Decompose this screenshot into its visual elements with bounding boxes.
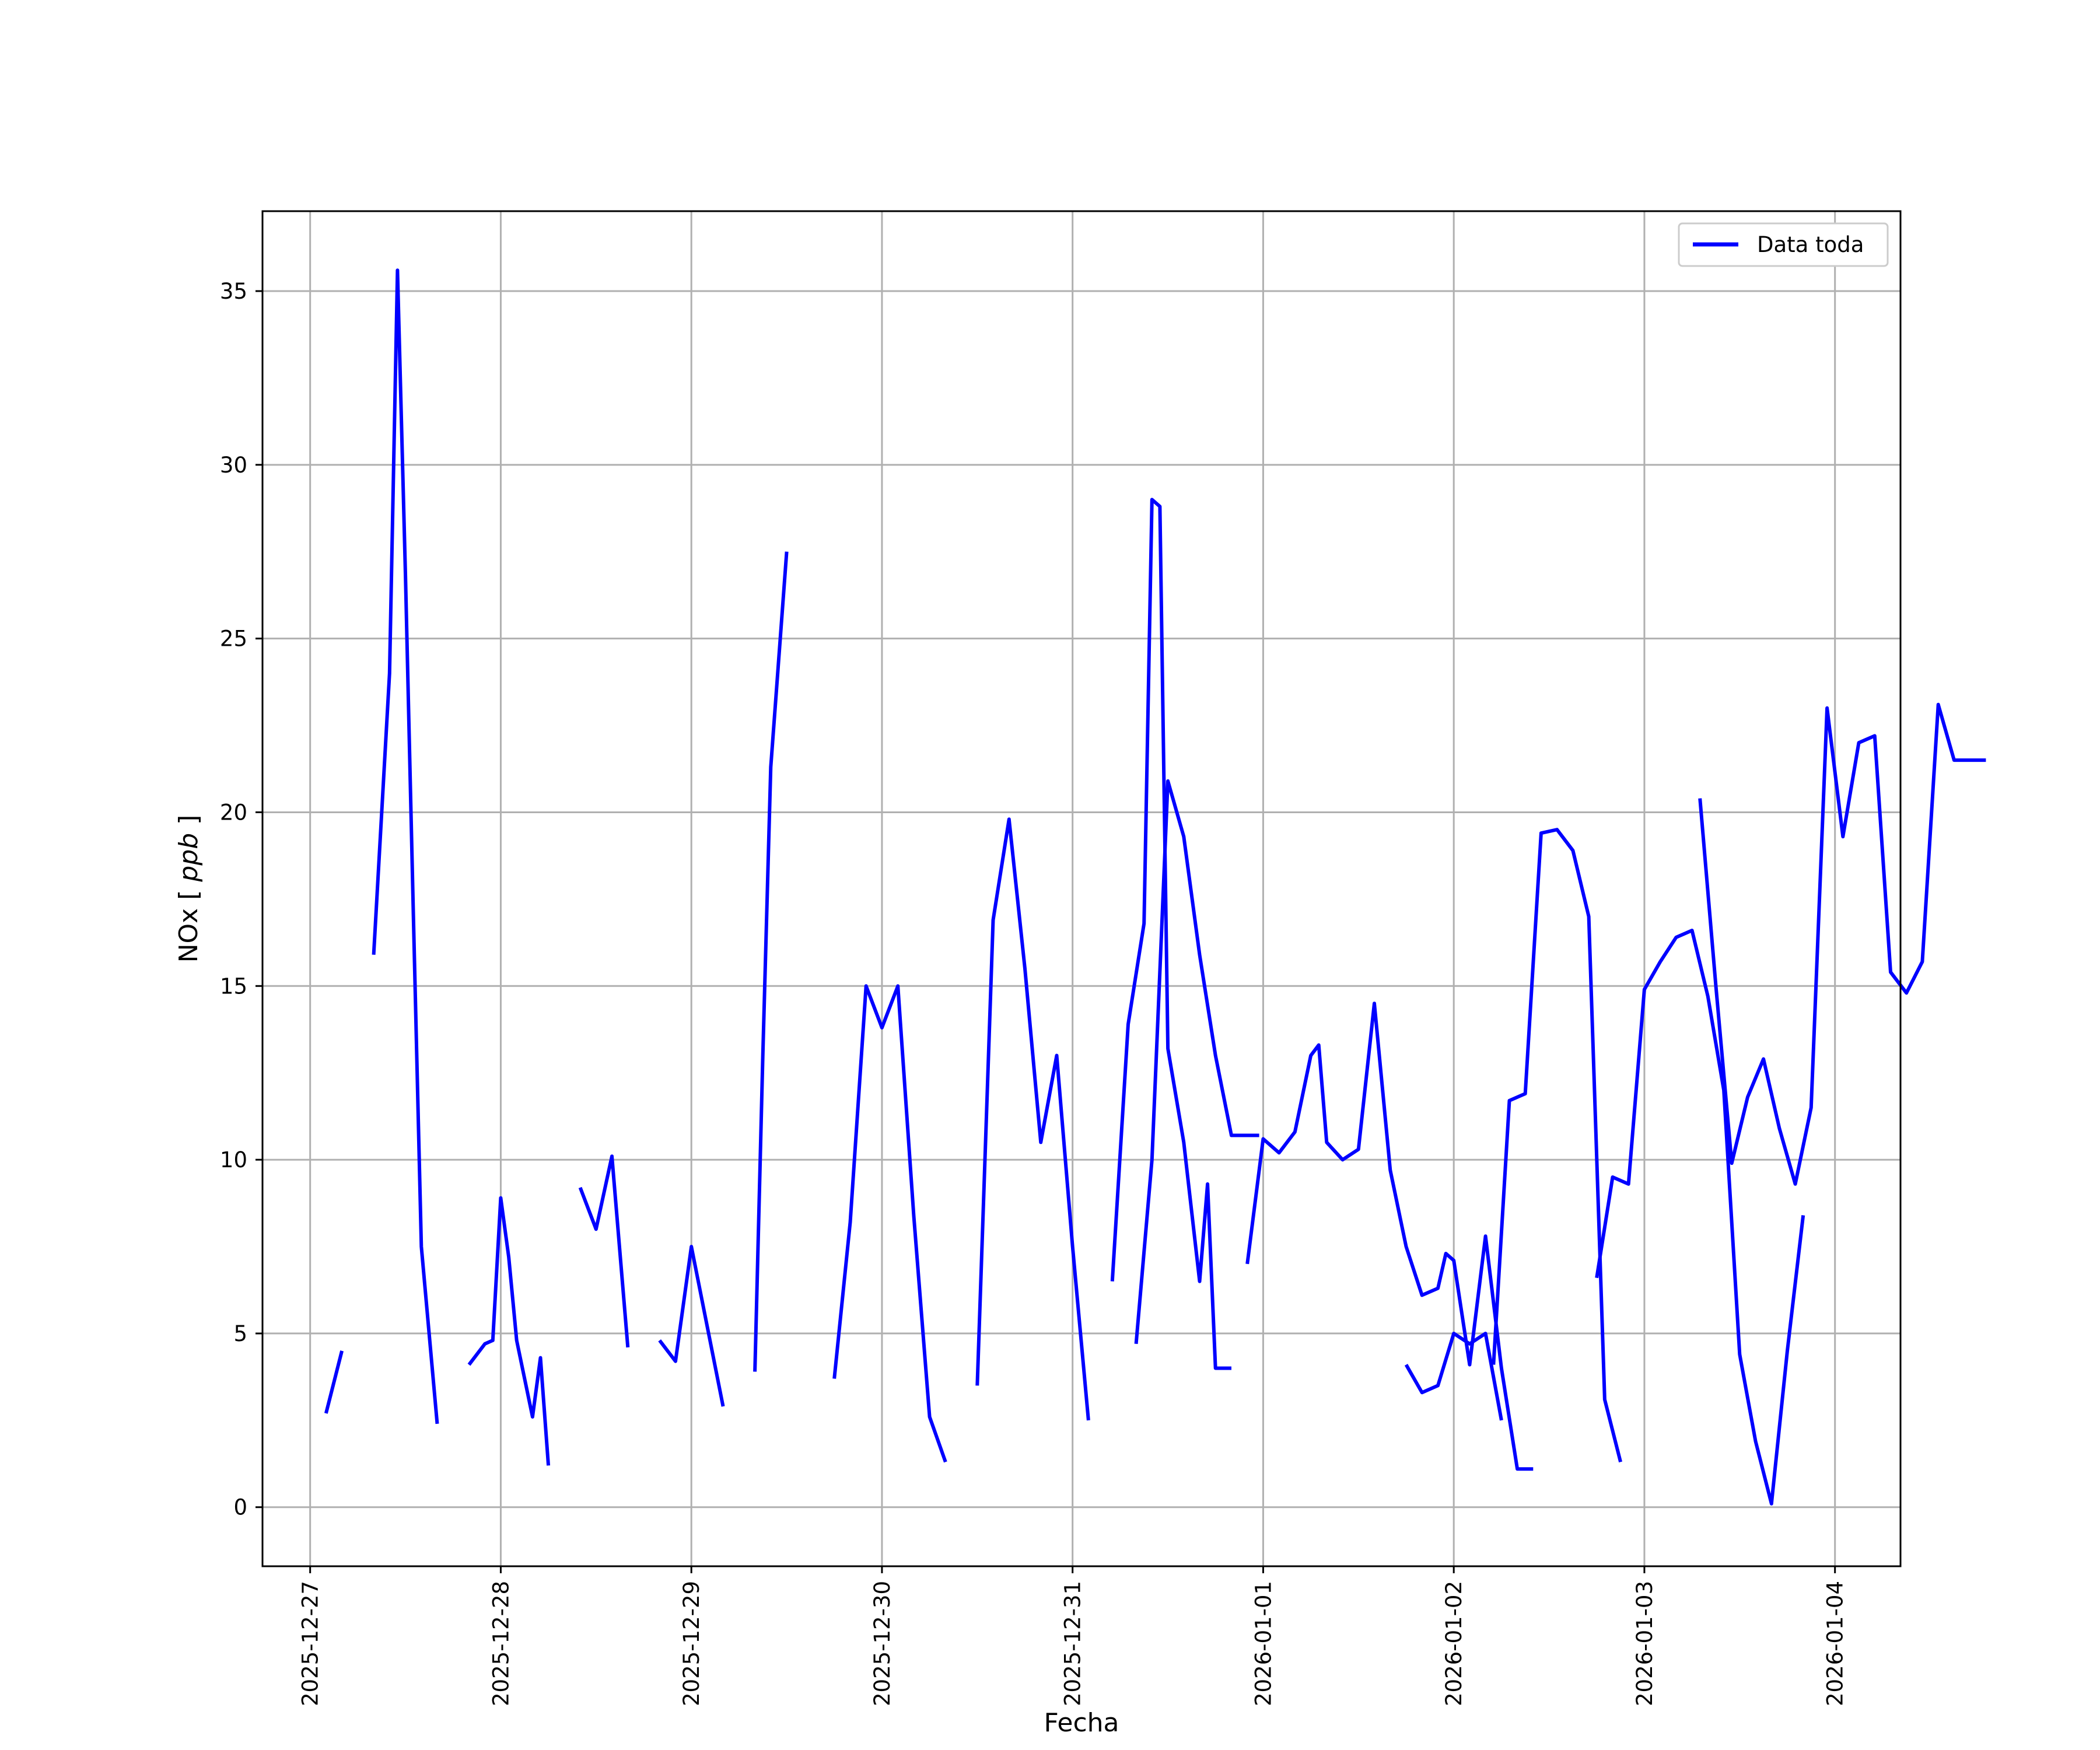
- legend-box: [1678, 222, 1889, 267]
- y-tick-label-2: 10: [220, 1147, 247, 1172]
- y-tick-label-1: 5: [233, 1321, 247, 1346]
- series-layer: [324, 268, 1986, 1506]
- y-axis-label: NOx [ ppb ]: [174, 815, 204, 963]
- y-tick-label-3: 15: [220, 974, 247, 999]
- series-0-segment-14: [1698, 702, 1986, 1186]
- series-0-segment-0: [324, 1350, 344, 1414]
- x-tick-label-0: 2025-12-27: [298, 1581, 323, 1706]
- y-axis-label-unit: ppb: [174, 833, 204, 883]
- legend: Data toda: [1678, 222, 1889, 267]
- legend-label-data-toda: Data toda: [1757, 232, 1864, 257]
- y-tick-label-7: 35: [220, 279, 247, 304]
- x-tick-label-1: 2025-12-28: [488, 1581, 513, 1706]
- series-0-segment-1: [372, 268, 439, 1424]
- y-tick-label-4: 20: [220, 800, 247, 825]
- series-0-segment-3: [578, 1154, 630, 1348]
- y-tick-label-0: 0: [233, 1495, 247, 1520]
- series-0-segment-10: [1245, 1002, 1534, 1471]
- series-0-segment-7: [975, 817, 1090, 1421]
- series-0-segment-4: [658, 1245, 725, 1407]
- series-0-segment-6: [832, 984, 947, 1463]
- x-tick-label-8: 2026-01-04: [1823, 1581, 1848, 1706]
- y-axis-label-unit-close: ]: [174, 815, 204, 825]
- series-0-segment-5: [753, 551, 789, 1372]
- ticks: 2025-12-27 2025-12-28 2025-12-29 2025-12-30…: [220, 279, 1848, 1706]
- y-tick-label-5: 25: [220, 626, 247, 652]
- series-0-segment-9: [1110, 498, 1231, 1370]
- x-tick-label-6: 2026-01-02: [1441, 1581, 1466, 1706]
- plot-frame: [261, 210, 1902, 1567]
- y-axis-label-unit-open: [: [174, 890, 204, 900]
- x-tick-label-7: 2026-01-03: [1632, 1581, 1657, 1706]
- series-0-segment-11: [1404, 1331, 1503, 1421]
- x-tick-label-5: 2026-01-01: [1251, 1581, 1276, 1706]
- series-0-segment-2: [467, 1196, 551, 1466]
- series-0-segment-13: [1595, 929, 1805, 1506]
- x-tick-label-2: 2025-12-29: [679, 1581, 704, 1706]
- x-axis-label: Fecha: [1044, 1708, 1119, 1738]
- y-axis-label-text: NOx: [174, 908, 204, 963]
- x-tick-label-4: 2025-12-31: [1060, 1581, 1086, 1706]
- series-0-segment-8: [1134, 779, 1259, 1345]
- series-0-segment-12: [1492, 828, 1623, 1463]
- y-tick-label-6: 30: [220, 453, 247, 478]
- x-tick-label-3: 2025-12-30: [870, 1581, 895, 1706]
